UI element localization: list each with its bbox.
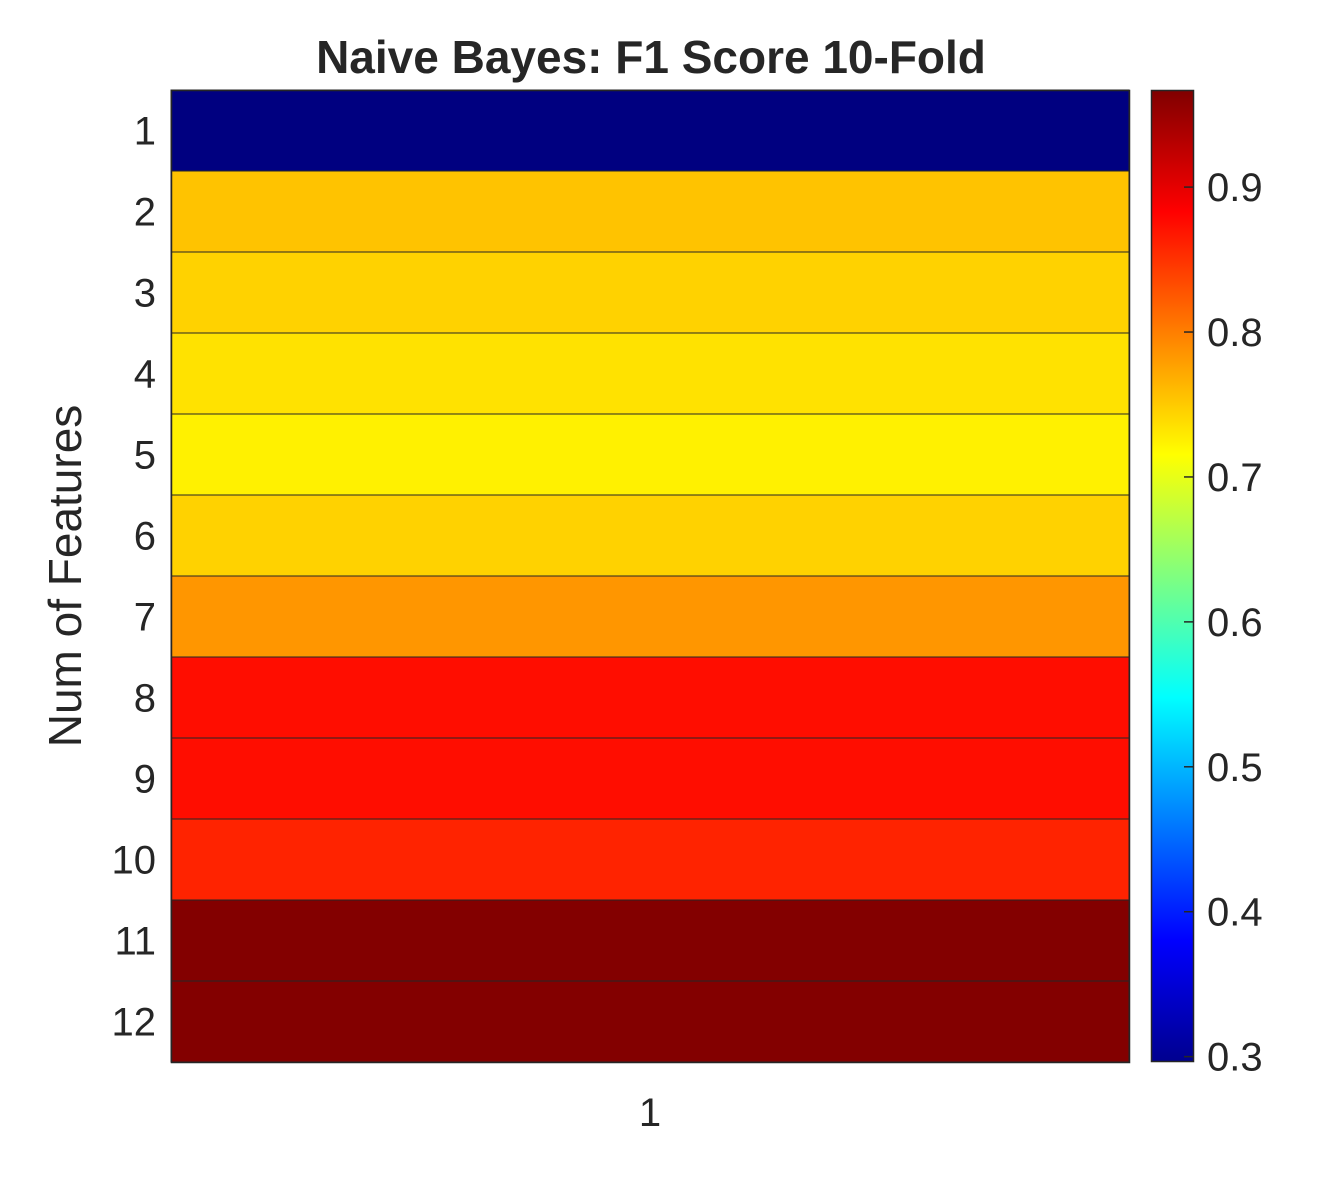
y-tick-label: 9 (134, 758, 156, 802)
heatmap-cell (170, 251, 1130, 334)
y-tick-label: 4 (134, 353, 156, 397)
heatmap-cell (170, 413, 1130, 496)
heatmap-cell (170, 980, 1130, 1063)
heatmap-cell (170, 575, 1130, 658)
y-tick-label: 1 (134, 110, 156, 154)
heatmap-cell (170, 656, 1130, 739)
plot-frame (170, 89, 1131, 1064)
heatmap-cell (170, 170, 1130, 253)
y-tick-label: 10 (112, 839, 157, 883)
colorbar-tick-label: 0.3 (1207, 1036, 1263, 1080)
colorbar-tick-label: 0.5 (1207, 746, 1263, 790)
heatmap-cells (170, 89, 1130, 1063)
y-tick-label: 7 (134, 596, 156, 640)
heatmap-cell (170, 899, 1130, 982)
heatmap-cell (170, 737, 1130, 820)
x-tick-labels: 1 (639, 1091, 661, 1135)
heatmap-cell (170, 89, 1130, 172)
colorbar-tick-label: 0.9 (1207, 166, 1263, 210)
colorbar-ticks: 0.3 0.4 0.5 0.6 0.7 0.8 0.9 (1184, 166, 1263, 1080)
x-tick-label: 1 (639, 1091, 661, 1135)
y-tick-label: 6 (134, 515, 156, 559)
y-axis-label: Num of Features (39, 405, 91, 748)
y-tick-label: 5 (134, 434, 156, 478)
colorbar (1150, 89, 1195, 1063)
heatmap-cell (170, 494, 1130, 577)
y-tick-label: 11 (114, 920, 156, 964)
y-tick-label: 12 (112, 1001, 157, 1045)
colorbar-tick-label: 0.8 (1207, 311, 1263, 355)
y-tick-label: 3 (134, 272, 156, 316)
chart-title: Naive Bayes: F1 Score 10-Fold (316, 31, 986, 83)
heatmap-cell (170, 818, 1130, 901)
y-tick-label: 8 (134, 677, 156, 721)
colorbar-tick-label: 0.6 (1207, 601, 1263, 645)
colorbar-tick-label: 0.4 (1207, 891, 1263, 935)
heatmap-cell (170, 332, 1130, 415)
colorbar-tick-label: 0.7 (1207, 456, 1263, 500)
y-tick-label: 2 (134, 191, 156, 235)
